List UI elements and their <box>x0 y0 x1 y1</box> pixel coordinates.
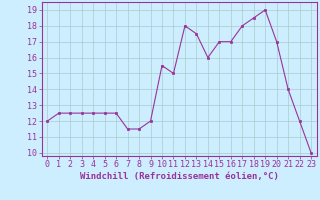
X-axis label: Windchill (Refroidissement éolien,°C): Windchill (Refroidissement éolien,°C) <box>80 172 279 181</box>
